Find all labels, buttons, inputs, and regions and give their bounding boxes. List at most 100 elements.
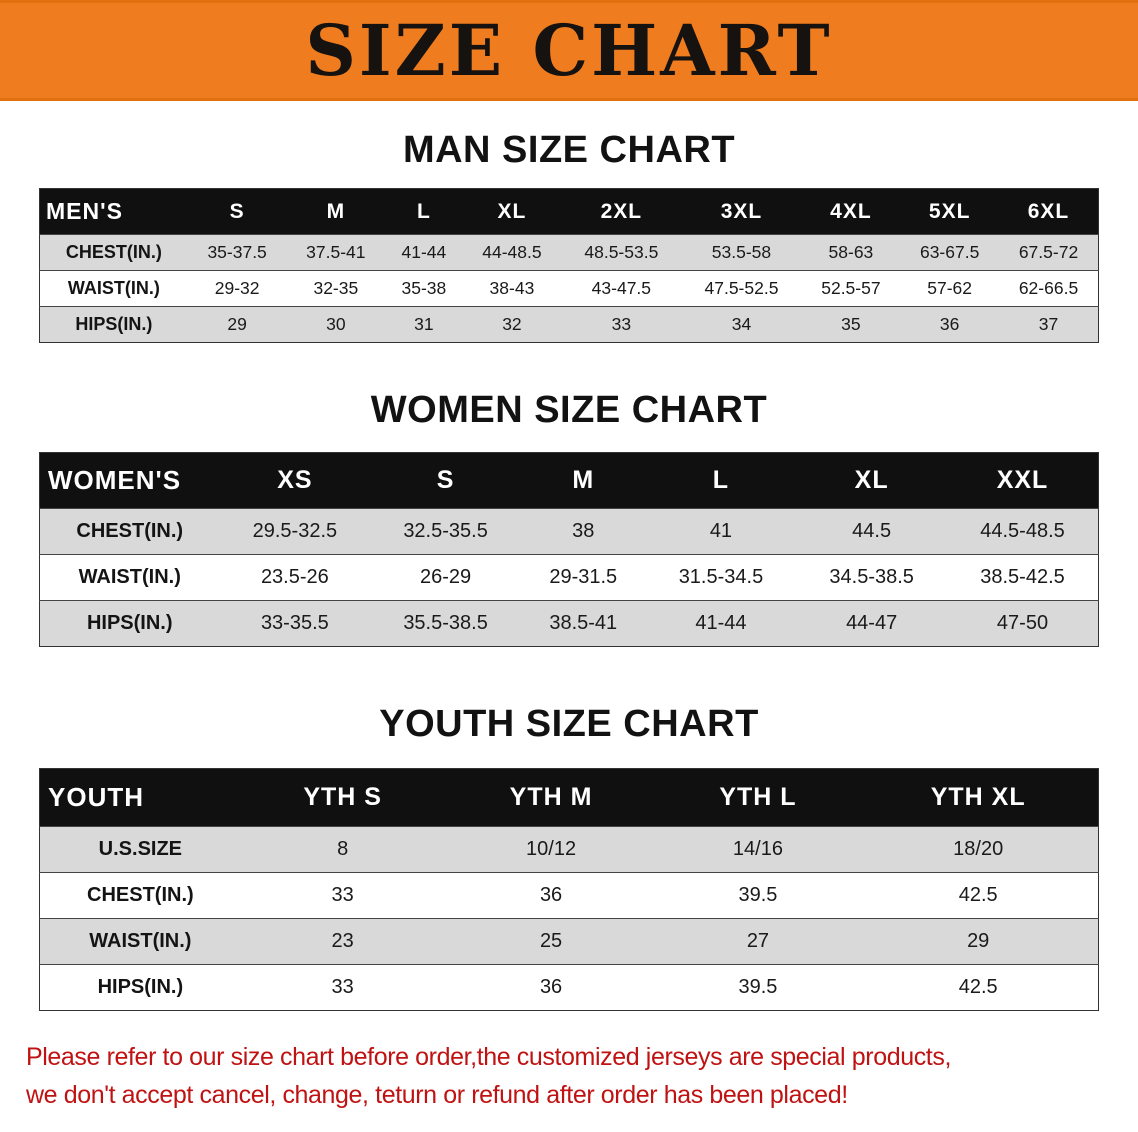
measurement-value: 63-67.5 [919,242,980,262]
measurement-value: 57-62 [927,278,973,298]
measurement-value: 62-66.5 [1018,278,1079,298]
measurement-row: HIPS(IN.) 33-35.5 35.5-38.5 38.5-41 41-44 44-… [39,600,1099,647]
measurement-value: 36 [939,314,960,334]
measurement-value: 26-29 [419,566,472,588]
size-table-header-row: YOUTH YTH S YTH M YTH L YTH XL [39,768,1099,827]
youth-size-section: YOUTH SIZE CHART YOUTH YTH S YTH M YTH L YTH… [0,703,1138,1011]
measurement-value: 32.5-35.5 [403,520,488,542]
measurement-value: 29-31.5 [549,566,618,588]
size-column-label: XXL [947,452,1099,509]
measurement-value: 10/12 [526,838,577,860]
measurement-value: 30 [326,314,346,334]
measurement-label: U.S.SIZE [98,838,183,860]
measurement-value: 47.5-52.5 [704,278,779,298]
measurement-value: 36 [539,884,563,906]
measurement-row: HIPS(IN.) 29 30 31 32 33 34 35 36 37 [39,306,1099,343]
measurement-value: 38 [572,520,595,542]
size-column-label: L [645,452,797,509]
measurement-value: 29-32 [214,278,260,298]
measurement-value: 8 [337,838,349,860]
measurement-label: HIPS(IN.) [86,612,173,634]
measurement-row: CHEST(IN.) 29.5-32.5 32.5-35.5 38 41 44.5 44.5… [39,508,1099,555]
measurement-value: 41 [709,520,733,542]
men-size-table: MEN'S S M L XL 2XL 3XL 4XL 5XL 6XL CHEST(IN.) 35-37… [39,188,1099,343]
measurement-row: WAIST(IN.) 23.5-26 26-29 29-31.5 31.5-34.5 34… [39,554,1099,601]
measurement-value: 14/16 [732,838,783,860]
size-column-label: L [385,188,463,235]
women-size-section: WOMEN SIZE CHART WOMEN'S XS S M L XL XXL CHEST(… [0,389,1138,647]
size-table-header-row: MEN'S S M L XL 2XL 3XL 4XL 5XL 6XL [39,188,1099,235]
measurement-label: HIPS(IN.) [97,976,184,998]
measurement-value: 35-38 [401,278,447,298]
measurement-value: 31 [414,314,434,334]
men-size-section: MAN SIZE CHART MEN'S S M L XL 2XL 3XL 4XL 5XL 6XL… [0,129,1138,343]
measurement-value: 44.5 [852,520,892,542]
measurement-value: 38.5-42.5 [980,566,1065,588]
men-section-heading: MAN SIZE CHART [402,129,736,171]
measurement-value: 35 [841,314,861,334]
size-column-label: 5XL [900,188,1000,235]
measurement-value: 18/20 [953,838,1004,860]
measurement-row: U.S.SIZE 8 10/12 14/16 18/20 [39,826,1099,873]
size-column-label: YTH S [240,768,445,827]
measurement-value: 42.5 [958,976,998,998]
measurement-value: 32-35 [313,278,359,298]
size-column-label: S [187,188,287,235]
disclaimer: Please refer to our size chart before or… [26,1039,1112,1114]
measurement-value: 33 [611,314,632,334]
size-column-label: S [370,452,521,509]
size-column-label: XL [796,452,947,509]
measurement-label: WAIST(IN.) [67,278,160,298]
measurement-value: 58-63 [828,242,874,262]
group-label: WOMEN'S [39,452,220,509]
measurement-value: 35.5-38.5 [403,612,488,634]
measurement-value: 27 [746,930,770,952]
size-table-header-row: WOMEN'S XS S M L XL XXL [39,452,1099,509]
measurement-value: 37.5-41 [306,242,366,262]
measurement-value: 52.5-57 [821,278,881,298]
youth-size-table: YOUTH YTH S YTH M YTH L YTH XL U.S.SIZE 8 10/12… [39,768,1099,1011]
measurement-row: CHEST(IN.) 33 36 39.5 42.5 [39,872,1099,919]
measurement-value: 29 [227,314,247,334]
measurement-row: WAIST(IN.) 29-32 32-35 35-38 38-43 43-47.5 47.… [39,270,1099,307]
measurement-value: 33 [331,976,354,998]
measurement-row: CHEST(IN.) 35-37.5 37.5-41 41-44 44-48.5 48.5… [39,234,1099,271]
group-label: YOUTH [39,768,241,827]
measurement-value: 44-47 [846,612,898,634]
measurement-value: 35-37.5 [207,242,267,262]
measurement-value: 38.5-41 [549,612,618,634]
measurement-row: HIPS(IN.) 33 36 39.5 42.5 [39,964,1099,1011]
measurement-value: 44.5-48.5 [980,520,1065,542]
youth-section-heading: YOUTH SIZE CHART [379,703,759,745]
measurement-value: 43-47.5 [591,278,652,298]
size-column-label: YTH L [657,768,859,827]
measurement-value: 36 [539,976,563,998]
measurement-value: 47-50 [996,612,1049,634]
measurement-value: 23 [331,930,354,952]
measurement-value: 44-48.5 [482,242,542,262]
measurement-label: CHEST(IN.) [76,520,184,542]
measurement-label: CHEST(IN.) [65,242,162,262]
measurement-value: 34.5-38.5 [829,566,914,588]
size-column-label: YTH M [444,768,658,827]
disclaimer-line-2: we don't accept cancel, change, teturn o… [26,1080,848,1109]
disclaimer-line-1: Please refer to our size chart before or… [26,1043,951,1071]
page-title: SIZE CHART [305,8,833,92]
measurement-value: 33 [331,884,354,906]
measurement-value: 48.5-53.5 [584,242,659,262]
measurement-value: 38-43 [489,278,535,298]
measurement-row: WAIST(IN.) 23 25 27 29 [39,918,1099,965]
size-column-label: M [286,188,386,235]
measurement-value: 29.5-32.5 [252,520,338,542]
size-column-label: 3XL [681,188,802,235]
size-column-label: 6XL [999,188,1099,235]
group-label: MEN'S [39,188,188,235]
measurement-value: 33-35.5 [260,612,329,634]
size-column-label: YTH XL [858,768,1099,827]
measurement-value: 67.5-72 [1018,242,1079,262]
measurement-value: 25 [539,930,563,952]
measurement-label: WAIST(IN.) [89,930,192,952]
size-column-label: XL [462,188,562,235]
women-size-table: WOMEN'S XS S M L XL XXL CHEST(IN.) 29.5-32.5 32.5… [39,452,1099,647]
